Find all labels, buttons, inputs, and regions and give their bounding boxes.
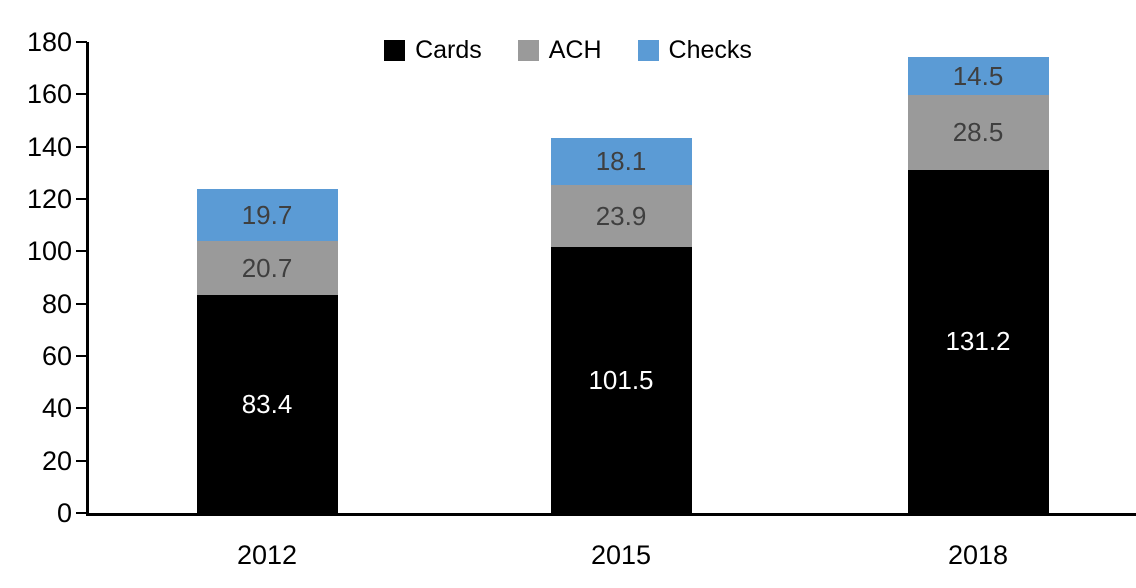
legend-swatch-icon <box>384 40 406 61</box>
bar-segment-cards: 131.2 <box>907 169 1049 513</box>
bar-segment-value: 131.2 <box>945 326 1011 357</box>
y-axis-tick-label: 0 <box>56 498 72 528</box>
bar-segment-value: 101.5 <box>588 365 654 396</box>
bar-2015: 18.1 23.9 101.5 <box>550 137 692 513</box>
y-axis-tick <box>76 459 87 462</box>
bar-segment-checks: 14.5 <box>907 57 1049 96</box>
bar-segment-ach: 23.9 <box>550 184 692 248</box>
bar-segment-checks: 18.1 <box>550 137 692 185</box>
legend-swatch-icon <box>637 40 659 61</box>
legend-item-cards: Cards <box>384 36 482 65</box>
y-axis-tick-label: 180 <box>26 27 72 57</box>
bar-segment-checks: 19.7 <box>196 189 338 241</box>
legend-item-ach: ACH <box>517 36 602 65</box>
y-axis-tick-label: 140 <box>26 131 72 162</box>
x-axis-category-label: 2015 <box>590 540 652 570</box>
legend: Cards ACH Checks <box>0 36 1136 65</box>
bar-segment-ach: 28.5 <box>907 95 1049 170</box>
y-axis-tick <box>76 355 87 357</box>
legend-swatch-icon <box>517 40 539 61</box>
y-axis-tick-label: 20 <box>41 445 72 476</box>
legend-label: Checks <box>668 36 752 64</box>
x-axis-line <box>86 513 1136 516</box>
bar-segment-value: 28.5 <box>952 117 1004 148</box>
y-axis-tick-label: 80 <box>41 288 72 319</box>
bar-segment-value: 83.4 <box>241 388 293 419</box>
legend-label: Cards <box>415 36 482 64</box>
bar-segment-value: 14.5 <box>952 61 1004 92</box>
bar-segment-value: 19.7 <box>241 199 293 230</box>
y-axis-tick <box>76 145 87 148</box>
bar-segment-ach: 20.7 <box>196 240 338 295</box>
y-axis-tick <box>76 198 87 200</box>
y-axis-tick <box>76 512 87 514</box>
y-axis-tick-label: 60 <box>41 341 72 371</box>
y-axis-tick-label: 40 <box>41 393 72 424</box>
y-axis-tick <box>76 250 87 253</box>
bar-2012: 19.7 20.7 83.4 <box>196 189 338 513</box>
legend-label: ACH <box>548 36 602 64</box>
y-axis-tick-label: 100 <box>26 236 72 267</box>
y-axis-tick <box>76 302 87 305</box>
bar-segment-value: 23.9 <box>595 201 647 232</box>
bar-2018: 14.5 28.5 131.2 <box>907 57 1049 513</box>
y-axis-line <box>86 42 89 516</box>
x-axis-category-label: 2018 <box>947 540 1009 570</box>
bar-segment-value: 20.7 <box>241 252 293 283</box>
y-axis-tick <box>76 407 87 410</box>
x-axis-category-label: 2012 <box>236 540 298 570</box>
y-axis-tick-label: 120 <box>26 184 72 214</box>
y-axis-tick <box>76 41 87 43</box>
bar-segment-value: 18.1 <box>595 146 647 177</box>
bar-segment-cards: 83.4 <box>196 294 338 513</box>
y-axis-tick-label: 160 <box>26 79 72 110</box>
y-axis-tick <box>76 93 87 96</box>
bar-segment-cards: 101.5 <box>550 247 692 513</box>
legend-item-checks: Checks <box>637 36 752 65</box>
